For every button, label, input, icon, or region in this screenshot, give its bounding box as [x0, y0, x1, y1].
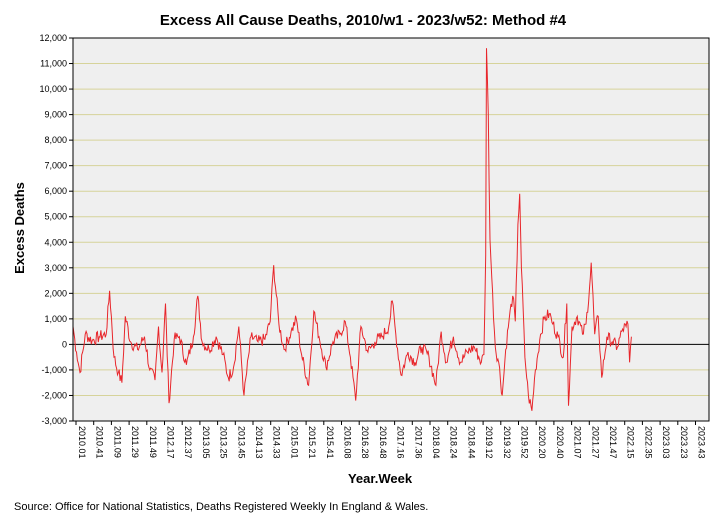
x-tick-label: 2018.44 — [466, 426, 476, 459]
x-tick-label: 2023.03 — [661, 426, 671, 459]
y-tick-label: 5,000 — [44, 212, 67, 222]
x-tick-label: 2021.27 — [590, 426, 600, 459]
y-tick-label: 1,000 — [44, 314, 67, 324]
y-tick-label: -1,000 — [41, 365, 67, 375]
x-tick-label: 2017.16 — [396, 426, 406, 459]
x-tick-label: 2011.09 — [112, 426, 122, 458]
series-line — [72, 48, 632, 411]
y-tick-label: 12,000 — [39, 33, 67, 43]
x-tick-label: 2017.36 — [413, 426, 423, 459]
x-tick-label: 2022.15 — [626, 426, 636, 459]
y-tick-label: 7,000 — [44, 161, 67, 171]
x-tick-label: 2011.29 — [130, 426, 140, 458]
x-tick-label: 2019.32 — [502, 426, 512, 459]
x-tick-label: 2019.52 — [520, 426, 530, 459]
y-axis-label: Excess Deaths — [12, 182, 27, 274]
x-tick-label: 2022.35 — [643, 426, 653, 459]
y-tick-label: 9,000 — [44, 110, 67, 120]
x-tick-label: 2021.47 — [608, 426, 618, 459]
x-tick-label: 2015.01 — [289, 426, 299, 459]
x-tick-label: 2018.04 — [431, 426, 441, 459]
y-tick-label: -3,000 — [41, 416, 67, 426]
x-tick-label: 2020.20 — [537, 426, 547, 459]
plot-area — [73, 38, 709, 421]
x-tick-label: 2015.21 — [307, 426, 317, 459]
x-tick-label: 2023.23 — [679, 426, 689, 459]
x-tick-label: 2019.12 — [484, 426, 494, 459]
x-axis-label: Year.Week — [348, 471, 413, 486]
y-tick-label: -2,000 — [41, 390, 67, 400]
x-tick-label: 2016.28 — [360, 426, 370, 459]
x-tick-label: 2013.45 — [236, 426, 246, 459]
x-tick-label: 2018.24 — [449, 426, 459, 459]
chart-title: Excess All Cause Deaths, 2010/w1 - 2023/… — [159, 12, 567, 29]
x-tick-label: 2011.49 — [148, 426, 158, 458]
x-tick-label: 2014.33 — [272, 426, 282, 459]
y-tick-label: 4,000 — [44, 237, 67, 247]
x-tick-label: 2010.01 — [77, 426, 87, 459]
plot-border — [72, 37, 710, 422]
x-tick-label: 2012.37 — [183, 426, 193, 459]
y-tick-label: 11,000 — [40, 59, 67, 69]
source-note: Source: Office for National Statistics, … — [14, 501, 429, 513]
y-tick-label: 2,000 — [44, 288, 67, 298]
x-tick-label: 2020.40 — [555, 426, 565, 459]
x-tick-label: 2016.08 — [343, 426, 353, 459]
x-tick-label: 2010.41 — [95, 426, 105, 459]
y-tick-label: 6,000 — [44, 186, 67, 196]
x-tick-label: 2015.41 — [325, 426, 335, 459]
x-tick-label: 2013.25 — [219, 426, 229, 459]
x-tick-label: 2016.48 — [378, 426, 388, 459]
x-tick-label: 2023.43 — [697, 426, 707, 459]
y-tick-label: 3,000 — [44, 263, 67, 273]
y-tick-label: 0 — [62, 339, 67, 349]
x-tick-label: 2014.13 — [254, 426, 264, 459]
y-tick-label: 10,000 — [39, 84, 67, 94]
x-tick-label: 2013.05 — [201, 426, 211, 459]
x-tick-label: 2021.07 — [573, 426, 583, 459]
y-tick-label: 8,000 — [44, 135, 67, 145]
x-tick-label: 2012.17 — [166, 426, 176, 459]
